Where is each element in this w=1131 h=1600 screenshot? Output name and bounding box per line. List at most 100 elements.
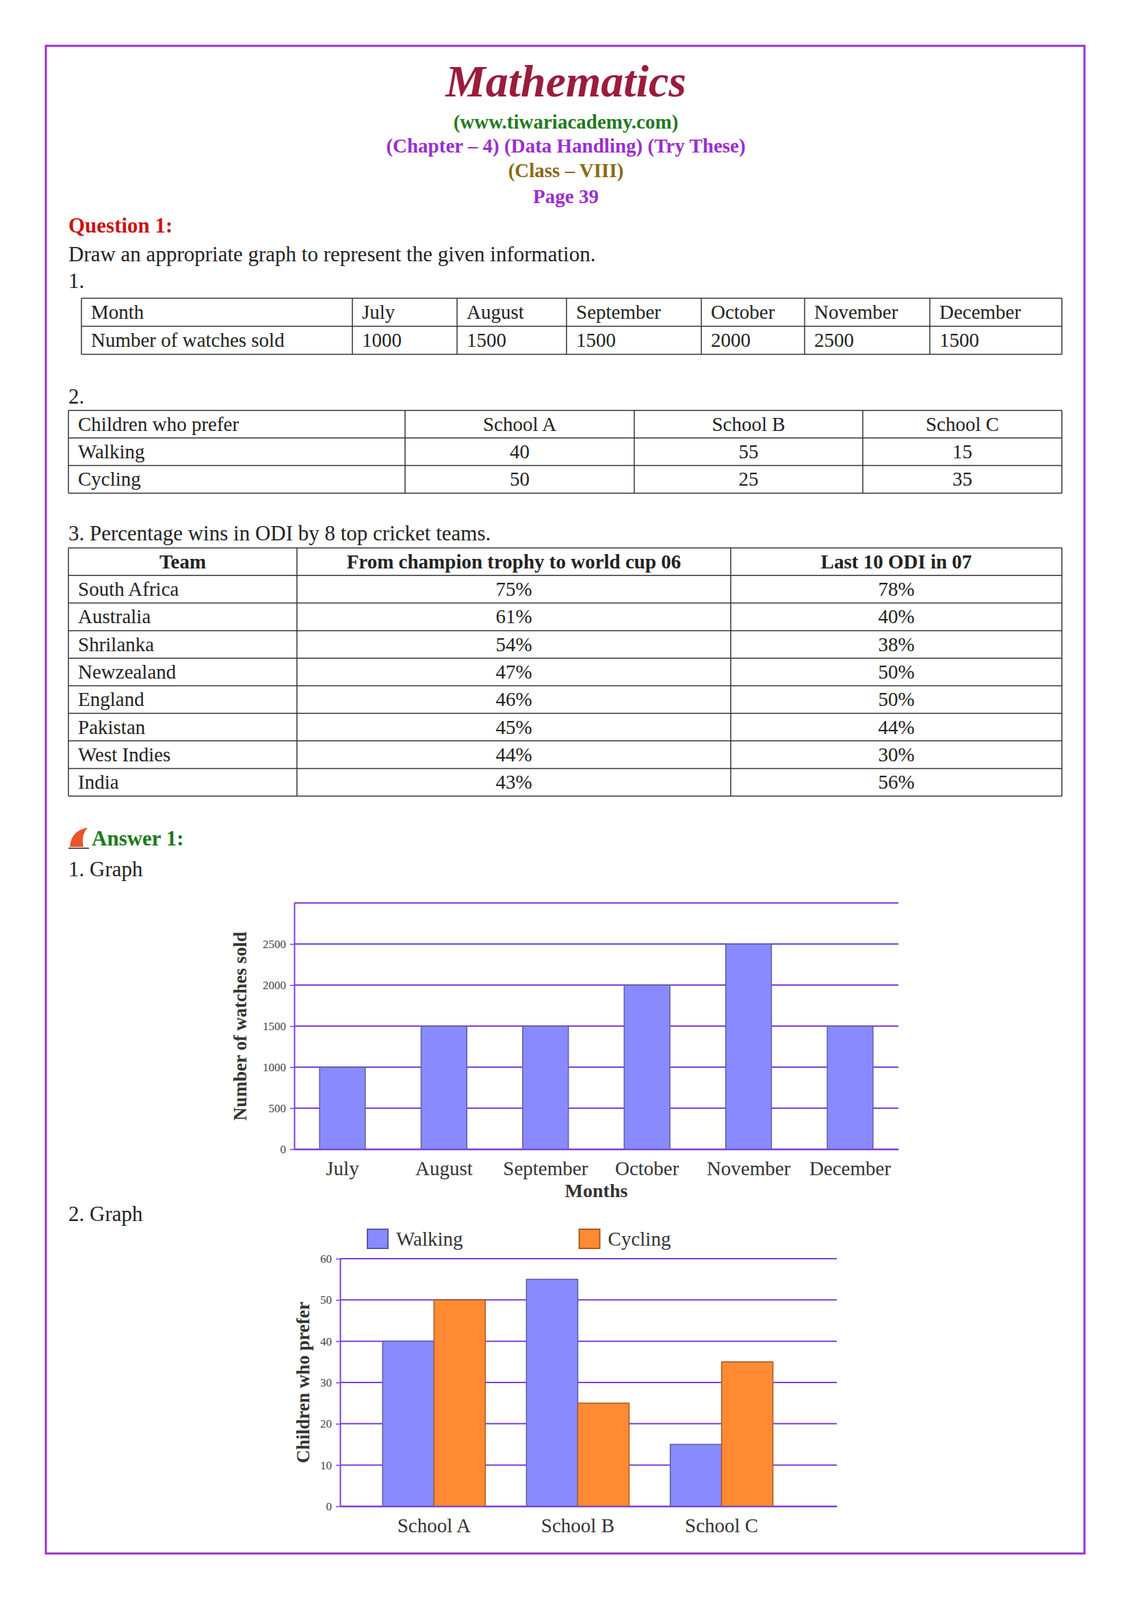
bar — [382, 1341, 434, 1507]
bar — [421, 1026, 468, 1150]
x-tick-label: School A — [397, 1514, 471, 1537]
table-cell: November — [814, 301, 899, 323]
grid-line — [294, 1107, 899, 1110]
x-tick-label: December — [809, 1157, 891, 1180]
x-tick-label: School B — [541, 1514, 615, 1537]
table-rule — [68, 575, 1062, 577]
table-cell: 50% — [877, 688, 915, 711]
table-rule — [730, 548, 732, 797]
bar — [433, 1300, 486, 1507]
table-cell: 2500 — [814, 329, 854, 351]
table-cell: 40% — [877, 605, 915, 628]
table-rule — [80, 298, 83, 355]
grid-line — [340, 1258, 837, 1260]
table-rule — [68, 740, 1062, 742]
table-cell: Australia — [78, 605, 151, 628]
table-rule — [68, 547, 1062, 549]
table-rule — [68, 437, 1062, 440]
legend-swatch — [579, 1229, 601, 1249]
bar-chart: 05001000150020002500JulyAugustSeptemberO… — [229, 903, 900, 1202]
page-border — [45, 45, 1085, 1554]
table-cell: Walking — [78, 440, 146, 463]
y-tick: 2000 — [262, 979, 295, 993]
table-cell: School A — [483, 413, 557, 436]
y-tick: 40 — [320, 1335, 341, 1349]
tick-mark — [335, 1423, 341, 1426]
table-cricket: TeamFrom champion trophy to world cup 06… — [68, 548, 1062, 797]
graph-label: 2. Graph — [68, 1202, 143, 1227]
table-cell: 30% — [877, 743, 915, 766]
tick-mark — [290, 1108, 295, 1110]
x-tick-label: July — [325, 1157, 360, 1180]
y-tick: 0 — [326, 1500, 341, 1514]
table-cell: 25 — [738, 468, 759, 490]
answer-label: Answer 1: — [91, 826, 185, 851]
table-cell: School C — [925, 413, 999, 436]
table-watches: MonthJulyAugustSeptemberOctoberNovemberD… — [81, 298, 1062, 355]
bar — [522, 1026, 569, 1150]
y-tick: 10 — [320, 1459, 341, 1473]
table-rule — [565, 298, 568, 355]
table-rule — [81, 325, 1062, 328]
table-rule — [1061, 298, 1063, 355]
x-tick: School B — [541, 1506, 615, 1537]
bar — [827, 1026, 874, 1150]
bar — [725, 944, 772, 1150]
part-label: 2. — [68, 384, 85, 409]
table-cell: 61% — [495, 605, 532, 628]
x-axis: School A School B School C — [340, 1506, 838, 1537]
table-cell: 45% — [495, 716, 532, 739]
question-label: Question 1: — [68, 213, 173, 238]
table-cell: West Indies — [78, 743, 171, 766]
y-tick-label: 0 — [280, 1143, 287, 1157]
y-axis-title: Children who prefer — [292, 1302, 314, 1464]
table-cell: Month — [91, 301, 145, 323]
bars — [382, 1279, 773, 1507]
y-tick: 2500 — [262, 938, 295, 952]
x-tick-label: November — [706, 1157, 791, 1180]
y-tick-label: 1500 — [262, 1020, 286, 1034]
tick-mark — [290, 1067, 295, 1069]
y-tick-label: 1000 — [262, 1061, 286, 1075]
bar-chart: 0102030405060School ASchool BSchool CChi… — [292, 1228, 838, 1537]
table-cell: Last 10 ODI in 07 — [821, 550, 973, 573]
y-tick-label: 2500 — [262, 938, 286, 952]
table-cell: Newzealand — [78, 660, 177, 683]
table-rule — [68, 602, 1062, 605]
x-tick: December — [809, 1149, 891, 1180]
tick-mark — [335, 1300, 341, 1302]
table-cell: 2000 — [710, 329, 751, 351]
x-tick: School C — [684, 1506, 759, 1537]
table-cell: September — [576, 301, 661, 323]
table-rule — [81, 297, 1062, 299]
table-rule — [81, 353, 1062, 356]
table-cell: 56% — [877, 771, 915, 793]
table-cell: 50 — [509, 468, 530, 490]
y-tick: 1500 — [262, 1020, 295, 1034]
bar — [721, 1362, 774, 1507]
y-tick-label: 2000 — [262, 979, 286, 993]
y-tick-label: 30 — [320, 1376, 332, 1390]
question-text: Draw an appropriate graph to represent t… — [68, 242, 596, 267]
table-rule — [67, 548, 70, 797]
table-cell: December — [939, 301, 1021, 323]
tick-mark — [335, 1464, 341, 1467]
grid-line — [340, 1299, 837, 1301]
table-rule — [862, 410, 864, 494]
table-rule — [68, 795, 1062, 798]
table-cell: 50% — [877, 660, 915, 683]
table-cell: October — [710, 301, 776, 323]
table-cell: Cycling — [78, 468, 141, 490]
table-rule — [929, 298, 931, 355]
tick-mark — [290, 985, 295, 987]
x-tick: September — [502, 1149, 588, 1180]
tick-mark — [290, 944, 295, 946]
y-axis: 05001000150020002500 — [262, 903, 295, 1157]
table-rule — [68, 630, 1062, 632]
tick-mark — [290, 1026, 295, 1028]
y-tick: 30 — [320, 1376, 341, 1390]
tick-mark — [335, 1506, 341, 1508]
answer-icon — [69, 827, 88, 848]
grid-line — [294, 1066, 899, 1069]
x-tick-label: School C — [684, 1514, 759, 1537]
